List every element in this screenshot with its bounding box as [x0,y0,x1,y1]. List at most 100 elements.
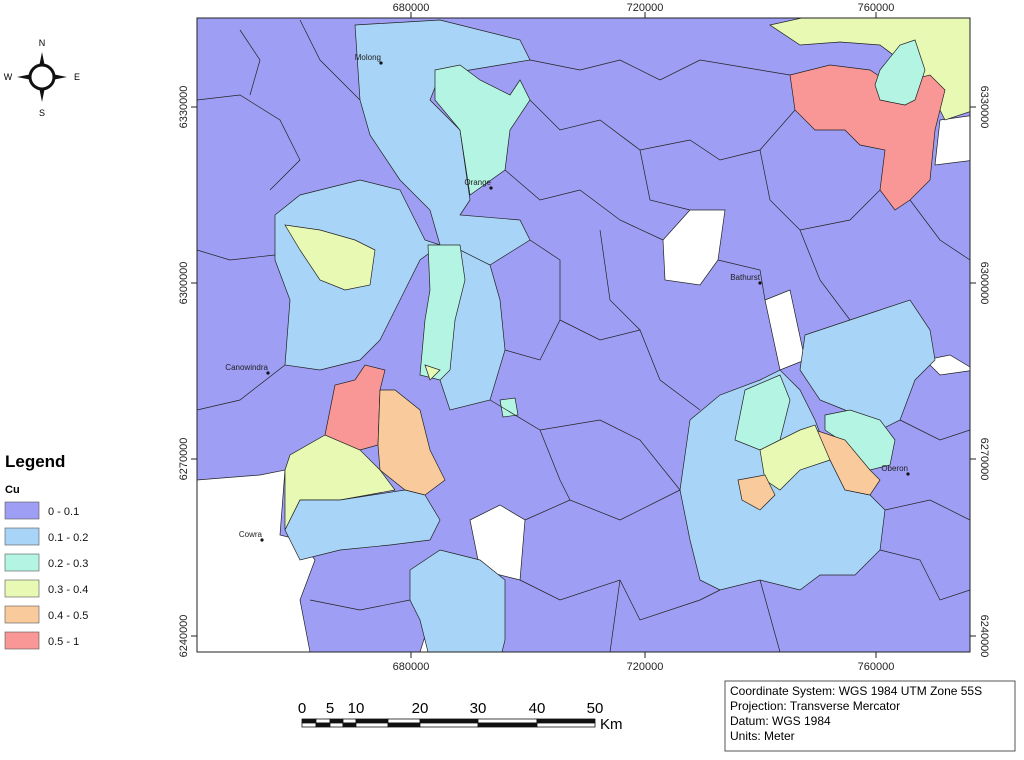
y-tick-label: 6270000 [178,438,190,481]
catchment [284,224,376,291]
y-tick-label: 6330000 [178,86,190,129]
scale-label: 10 [348,700,365,717]
legend-field: Cu [5,484,20,496]
catchment [737,474,776,511]
compass-w: W [4,72,13,82]
scale-segment [342,718,357,724]
legend-swatch [4,631,40,650]
scale-segment [355,718,389,724]
catchment [814,429,881,496]
legend-swatch [4,501,40,520]
scale-label: 30 [470,700,487,717]
x-tick-label: 760000 [858,2,895,14]
place-label: Molong [355,53,381,62]
compass-n: N [39,38,46,48]
scale-label: 40 [529,700,546,717]
y-tick-label: 6300000 [978,262,990,305]
legend-swatch [4,527,40,546]
legend-label: 0.1 - 0.2 [48,532,88,544]
scale-segment [477,718,538,724]
y-tick-label: 6270000 [978,438,990,481]
scale-segment [387,718,421,724]
place-label: Canowindra [225,363,268,372]
place-label: Cowra [239,530,263,539]
place-dot [906,472,910,476]
place-dot [758,281,762,285]
info-text: Coordinate System: WGS 1984 UTM Zone 55S… [730,684,982,743]
legend-swatch [4,579,40,598]
scale-segment [315,718,331,724]
legend-label: 0.2 - 0.3 [48,558,88,570]
north-arrow: N S E W [4,38,80,118]
legend-title: Legend [5,452,65,471]
scale-label: 20 [412,700,429,717]
place-dot [489,186,493,190]
catchment [354,19,531,266]
scale-segment [301,718,317,724]
scale-unit: Km [600,716,623,733]
place-dot [266,371,270,375]
places: Molong Orange Bathurst Canowindra Oberon Cowr… [225,53,910,542]
catchment [424,364,441,381]
catchment [434,64,531,196]
info-line: Datum: WGS 1984 [730,714,831,728]
place-label: Bathurst [730,273,761,282]
coordinate-ticks: 680000 680000 720000 720000 760000 760000 6330… [178,2,990,673]
scale-segment [536,722,596,728]
catchment [409,549,506,652]
y-tick-label: 6240000 [978,615,990,658]
legend-label: 0.4 - 0.5 [48,610,88,622]
scale-segment [329,718,344,724]
catchment [419,244,466,381]
place-label: Oberon [881,464,908,473]
legend-label: 0.5 - 1 [48,636,79,648]
legend-swatch [4,605,40,624]
info-line: Projection: Transverse Mercator [730,699,900,713]
catchment [499,397,519,418]
catchment [874,39,926,106]
y-tick-label: 6240000 [178,615,190,658]
scale-label: 0 [298,700,306,717]
scale-segment [419,722,479,728]
legend-label: 0.3 - 0.4 [48,584,88,596]
scale-segment [355,722,389,728]
scale-segment [342,722,357,728]
x-tick-label: 680000 [393,661,430,673]
scale-segment [477,722,538,728]
legend-swatch [4,553,40,572]
place-dot [260,538,264,542]
scale-segment [387,722,421,728]
catchment [284,489,441,561]
scale-segment [329,722,344,728]
scale-segment [419,718,479,724]
catchment [824,409,896,471]
place-dot [379,61,383,65]
catchment-boundaries [197,19,970,652]
map-area [197,18,970,652]
compass-e: E [74,72,80,82]
map-frame [196,17,971,653]
scale-segment [536,718,596,724]
catchment [799,299,936,431]
compass-s: S [39,108,45,118]
scale-label: 5 [326,700,334,717]
scale-segment [301,722,317,728]
y-tick-label: 6330000 [978,86,990,129]
scale-label: 50 [587,700,604,717]
legend: 0 - 0.1 0.1 - 0.2 0.2 - 0.3 0.3 - 0.4 0.4 - … [4,501,88,650]
info-line: Coordinate System: WGS 1984 UTM Zone 55S [730,684,982,698]
catchment [377,389,446,496]
x-tick-label: 760000 [858,661,895,673]
y-tick-label: 6300000 [178,262,190,305]
x-tick-label: 720000 [627,661,664,673]
legend-label: 0 - 0.1 [48,506,79,518]
scale-segment [315,722,331,728]
info-box [724,680,1016,752]
place-label: Orange [464,178,491,187]
x-tick-label: 680000 [393,2,430,14]
no-data [197,115,970,652]
info-line: Units: Meter [730,729,795,743]
x-tick-label: 720000 [627,2,664,14]
